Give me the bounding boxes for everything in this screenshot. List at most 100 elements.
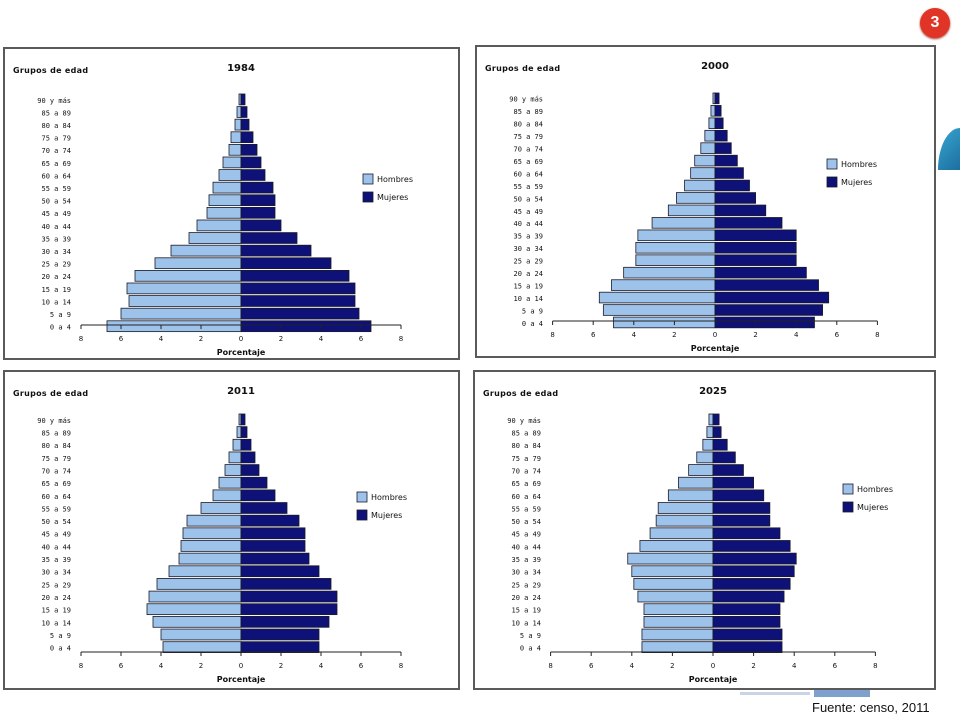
bar-mujeres (240, 641, 320, 653)
age-group-label: 85 a 89 (511, 430, 541, 438)
age-group-label: 30 a 34 (41, 248, 71, 256)
x-tick-label: 2 (199, 662, 203, 670)
pyramid-chart-2000: Grupos de edad 2000 90 y más 85 a 89 80 a 84… (485, 61, 880, 353)
bar-mujeres (240, 144, 258, 156)
bar-mujeres (712, 603, 781, 616)
bar-mujeres (712, 438, 728, 451)
bar-hombres (704, 129, 716, 142)
bar-mujeres (240, 552, 310, 565)
bar-hombres (218, 169, 242, 181)
age-group-label: 60 a 64 (41, 493, 71, 501)
bar-hombres (602, 304, 716, 316)
bar-hombres (649, 527, 714, 540)
bar-mujeres (240, 476, 268, 489)
age-group-label: 25 a 29 (511, 581, 541, 589)
age-group-label: 75 a 79 (513, 133, 543, 141)
bar-hombres (710, 105, 716, 117)
age-group-label: 10 a 14 (41, 619, 71, 627)
age-group-label: 5 a 9 (522, 307, 543, 315)
bar-hombres (178, 552, 242, 565)
chart-title: 2011 (227, 386, 255, 397)
age-group-label: 0 a 4 (50, 645, 71, 653)
bar-mujeres (714, 241, 797, 254)
bar-mujeres (714, 279, 819, 291)
bar-hombres (106, 320, 242, 333)
bar-mujeres (240, 438, 252, 451)
legend-label: Hombres (377, 175, 413, 184)
bar-mujeres (240, 206, 276, 219)
pyramid-chart-2011: Grupos de edad 2011 90 y más 85 a 89 80 a 84… (13, 386, 407, 684)
age-group-label: 40 a 44 (513, 220, 543, 228)
bar-mujeres (240, 269, 350, 282)
bar-mujeres (712, 451, 736, 464)
age-group-label: 75 a 79 (41, 135, 71, 143)
legend-swatch (362, 173, 374, 185)
age-group-label: 90 y más (507, 417, 541, 425)
x-tick-label: 6 (359, 335, 364, 343)
age-group-label: 90 y más (509, 96, 543, 104)
x-tick-label: 4 (159, 335, 164, 343)
bar-hombres (188, 232, 242, 244)
bar-hombres (657, 502, 714, 514)
bar-mujeres (714, 154, 738, 167)
x-tick-label: 0 (711, 662, 715, 670)
bar-mujeres (240, 219, 282, 232)
bar-hombres (676, 192, 716, 204)
bar-mujeres (240, 295, 356, 307)
x-tick-label: 2 (753, 331, 757, 339)
age-group-label: 40 a 44 (41, 223, 71, 231)
pyramid-panel-1984: Grupos de edad 1984 90 y más 85 a 89 80 a 84… (3, 47, 460, 360)
bar-mujeres (714, 304, 823, 316)
age-group-label: 60 a 64 (513, 170, 543, 178)
age-group-label: 15 a 19 (511, 607, 541, 615)
bar-hombres (643, 615, 714, 628)
age-group-label: 85 a 89 (513, 108, 543, 116)
bar-mujeres (240, 615, 330, 628)
chart-title: 2000 (701, 61, 729, 72)
x-tick-label: 2 (751, 662, 755, 670)
bar-hombres (228, 144, 242, 156)
bar-hombres (208, 194, 242, 207)
x-axis-label: Porcentaje (217, 675, 266, 684)
age-group-label: 75 a 79 (41, 455, 71, 463)
x-tick-label: 2 (672, 331, 676, 339)
x-tick-label: 8 (399, 662, 403, 670)
bar-hombres (146, 603, 242, 616)
legend-label: Hombres (371, 493, 407, 502)
bar-mujeres (712, 489, 765, 502)
bar-mujeres (712, 464, 744, 476)
bar-hombres (228, 451, 242, 464)
bar-mujeres (714, 217, 783, 229)
x-tick-label: 8 (550, 331, 554, 339)
pyramid-panel-2025: Grupos de edad 2025 90 y más 85 a 89 80 a 84… (473, 370, 936, 690)
bar-mujeres (240, 156, 262, 169)
y-axis-label: Grupos de edad (485, 64, 560, 73)
bar-hombres (224, 464, 242, 476)
x-axis-label: Porcentaje (691, 344, 740, 353)
bar-mujeres (714, 291, 830, 304)
age-group-label: 40 a 44 (41, 543, 71, 551)
pyramid-chart-1984: Grupos de edad 1984 90 y más 85 a 89 80 a 84… (13, 63, 413, 357)
age-group-label: 75 a 79 (511, 455, 541, 463)
age-group-label: 65 a 69 (41, 480, 71, 488)
bar-mujeres (714, 92, 720, 105)
x-tick-label: 2 (670, 662, 674, 670)
bar-mujeres (714, 129, 728, 142)
age-group-label: 10 a 14 (513, 295, 543, 303)
age-group-label: 0 a 4 (520, 645, 541, 653)
bar-hombres (598, 291, 716, 304)
bar-mujeres (240, 527, 306, 540)
legend-swatch (356, 491, 368, 503)
age-group-label: 15 a 19 (513, 282, 543, 290)
legend-label: Hombres (841, 160, 877, 169)
age-group-label: 85 a 89 (41, 430, 71, 438)
legend-swatch (356, 509, 368, 521)
age-group-label: 90 y más (37, 97, 71, 105)
bar-hombres (230, 131, 242, 144)
bar-hombres (186, 514, 242, 527)
bar-mujeres (714, 254, 797, 266)
legend-swatch (842, 483, 854, 495)
age-group-label: 35 a 39 (41, 556, 71, 564)
age-group-label: 40 a 44 (511, 543, 541, 551)
x-tick-label: 6 (591, 331, 596, 339)
